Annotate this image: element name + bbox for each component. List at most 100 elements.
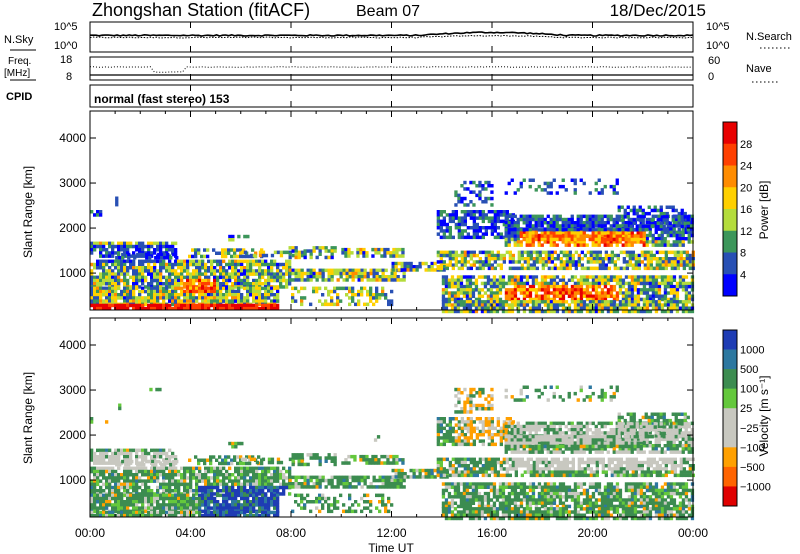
heatmap-cell bbox=[210, 476, 214, 480]
heatmap-cell bbox=[625, 260, 629, 264]
heatmap-cell bbox=[519, 217, 523, 222]
heatmap-cell bbox=[579, 231, 583, 235]
heatmap-cell bbox=[655, 263, 659, 267]
heatmap-cell bbox=[462, 303, 467, 307]
heatmap-cell bbox=[450, 297, 455, 302]
heatmap-cell bbox=[522, 309, 527, 314]
heatmap-cell bbox=[495, 284, 500, 289]
heatmap-cell bbox=[213, 513, 217, 518]
heatmap-cell bbox=[183, 466, 187, 471]
heatmap-cell bbox=[456, 291, 461, 295]
heatmap-cell bbox=[153, 496, 157, 501]
heatmap-cell bbox=[186, 485, 190, 490]
heatmap-cell bbox=[639, 291, 644, 295]
heatmap-cell bbox=[204, 479, 208, 483]
heatmap-cell bbox=[99, 513, 103, 518]
heatmap-cell bbox=[615, 309, 620, 314]
heatmap-cell bbox=[645, 233, 649, 238]
heatmap-cell bbox=[144, 473, 148, 477]
heatmap-cell bbox=[174, 455, 178, 459]
heatmap-cell bbox=[255, 296, 259, 300]
heatmap-cell bbox=[598, 263, 602, 267]
heatmap-cell bbox=[186, 296, 190, 300]
heatmap-cell bbox=[126, 269, 130, 273]
heatmap-cell bbox=[117, 278, 121, 283]
heatmap-cell bbox=[510, 217, 514, 222]
heatmap-cell bbox=[552, 228, 556, 232]
heatmap-cell bbox=[264, 466, 268, 471]
heatmap-cell bbox=[204, 469, 208, 474]
heatmap-cell bbox=[531, 240, 535, 244]
heatmap-cell bbox=[153, 248, 157, 252]
heatmap-cell bbox=[258, 500, 262, 504]
heatmap-cell bbox=[246, 496, 250, 501]
heatmap-cell bbox=[609, 300, 614, 304]
heatmap-cell bbox=[662, 218, 666, 222]
heatmap-cell bbox=[564, 228, 568, 232]
heatmap-cell bbox=[528, 240, 532, 244]
heatmap-cell bbox=[127, 463, 131, 467]
heatmap-cell bbox=[459, 284, 464, 289]
heatmap-cell bbox=[375, 289, 379, 294]
heatmap-cell bbox=[436, 253, 440, 258]
heatmap-cell bbox=[507, 294, 512, 298]
heatmap-cell bbox=[534, 188, 538, 192]
heatmap-cell bbox=[456, 294, 461, 298]
heatmap-cell bbox=[534, 237, 538, 242]
heatmap-cell bbox=[481, 263, 485, 267]
heatmap-cell bbox=[661, 263, 665, 267]
heatmap-cell bbox=[105, 282, 109, 286]
heatmap-cell bbox=[451, 253, 455, 258]
heatmap-cell bbox=[210, 489, 214, 493]
heatmap-cell bbox=[294, 252, 298, 256]
heatmap-cell bbox=[558, 294, 563, 298]
heatmap-cell bbox=[366, 289, 370, 294]
heatmap-cell bbox=[99, 259, 103, 264]
heatmap-cell bbox=[531, 281, 536, 286]
heatmap-cell bbox=[210, 466, 214, 471]
heatmap-cell bbox=[96, 210, 100, 214]
heatmap-cell bbox=[664, 253, 668, 258]
heatmap-cell bbox=[647, 224, 651, 229]
heatmap-cell bbox=[249, 269, 253, 273]
heatmap-cell bbox=[498, 278, 503, 282]
heatmap-cell bbox=[117, 275, 121, 280]
heatmap-cell bbox=[622, 266, 626, 271]
heatmap-cell bbox=[171, 299, 175, 303]
heatmap-cell bbox=[516, 188, 520, 192]
heatmap-cell bbox=[165, 262, 169, 267]
heatmap-cell bbox=[459, 291, 464, 295]
heatmap-cell bbox=[681, 221, 685, 225]
heatmap-cell bbox=[221, 251, 225, 255]
heatmap-cell bbox=[93, 286, 97, 291]
heatmap-cell bbox=[249, 513, 253, 518]
heatmap-cell bbox=[222, 489, 226, 493]
heatmap-cell bbox=[99, 296, 103, 300]
heatmap-cell bbox=[398, 254, 402, 258]
heatmap-cell bbox=[246, 482, 250, 487]
heatmap-cell bbox=[517, 253, 521, 258]
heatmap-cell bbox=[477, 288, 482, 292]
heatmap-cell bbox=[618, 237, 622, 242]
heatmap-cell bbox=[219, 482, 223, 487]
heatmap-cell bbox=[201, 278, 205, 283]
heatmap-cell bbox=[126, 469, 130, 474]
heatmap-cell bbox=[546, 300, 551, 304]
heatmap-cell bbox=[249, 479, 253, 483]
heatmap-cell bbox=[177, 299, 181, 303]
heatmap-cell bbox=[195, 306, 199, 311]
heatmap-cell bbox=[258, 513, 262, 518]
heatmap-cell bbox=[204, 466, 208, 471]
heatmap-cell bbox=[141, 303, 145, 308]
heatmap-cell bbox=[245, 461, 249, 466]
heatmap-cell bbox=[360, 268, 364, 273]
heatmap-cell bbox=[321, 302, 325, 307]
heatmap-cell bbox=[675, 224, 679, 228]
heatmap-cell bbox=[276, 476, 280, 480]
heatmap-cell bbox=[465, 275, 470, 279]
heatmap-cell bbox=[351, 289, 355, 294]
heatmap-cell bbox=[627, 291, 632, 295]
heatmap-cell bbox=[126, 482, 130, 487]
heatmap-cell bbox=[597, 191, 601, 195]
heatmap-cell bbox=[576, 291, 581, 295]
